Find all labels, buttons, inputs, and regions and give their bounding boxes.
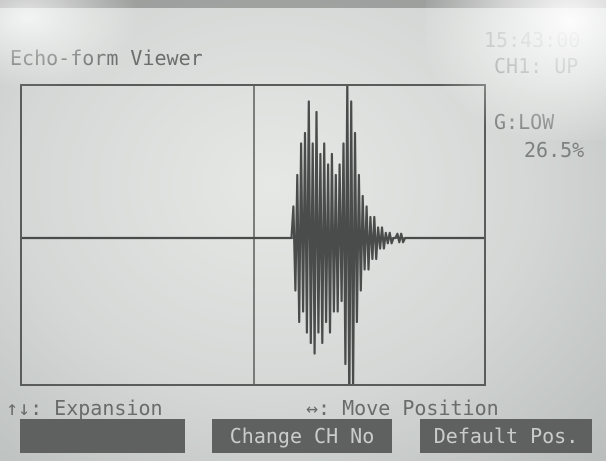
bezel [0, 0, 606, 8]
clock-time: 15:43:00 [484, 28, 581, 52]
page-title: Echo-form Viewer [10, 46, 203, 70]
change-ch-no-button[interactable]: Change CH No [212, 419, 392, 453]
channel-indicator: CH1: UP [494, 54, 579, 78]
softkey-1[interactable] [20, 419, 185, 453]
screen-glare-left [0, 0, 140, 90]
percent-readout: 26.5% [524, 138, 585, 162]
help-expansion: ↑↓: Expansion [6, 396, 163, 420]
waveform-plot[interactable] [20, 84, 486, 386]
gain-indicator: G:LOW [494, 110, 555, 134]
default-pos-button[interactable]: Default Pos. [420, 419, 592, 453]
echo-waveform-line [22, 86, 484, 384]
waveform-svg [22, 86, 484, 384]
help-move-position: ↔: Move Position [306, 396, 499, 420]
